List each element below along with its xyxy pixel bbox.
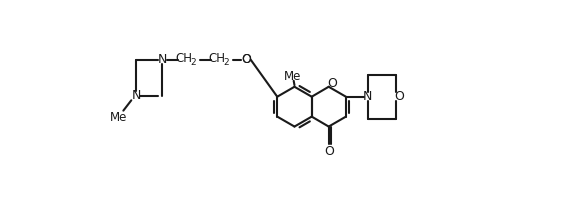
Text: N: N	[363, 90, 372, 103]
Text: Me: Me	[109, 111, 127, 124]
Text: O: O	[241, 53, 251, 66]
Text: Me: Me	[284, 70, 301, 83]
Text: N: N	[157, 53, 167, 66]
Text: N: N	[131, 89, 141, 102]
Text: O: O	[327, 77, 337, 90]
Text: 2: 2	[224, 58, 229, 67]
Text: O: O	[394, 90, 404, 103]
Text: CH: CH	[175, 52, 192, 65]
Text: O: O	[241, 53, 251, 66]
Text: CH: CH	[209, 52, 225, 65]
Text: O: O	[324, 145, 333, 158]
Text: 2: 2	[191, 58, 196, 67]
